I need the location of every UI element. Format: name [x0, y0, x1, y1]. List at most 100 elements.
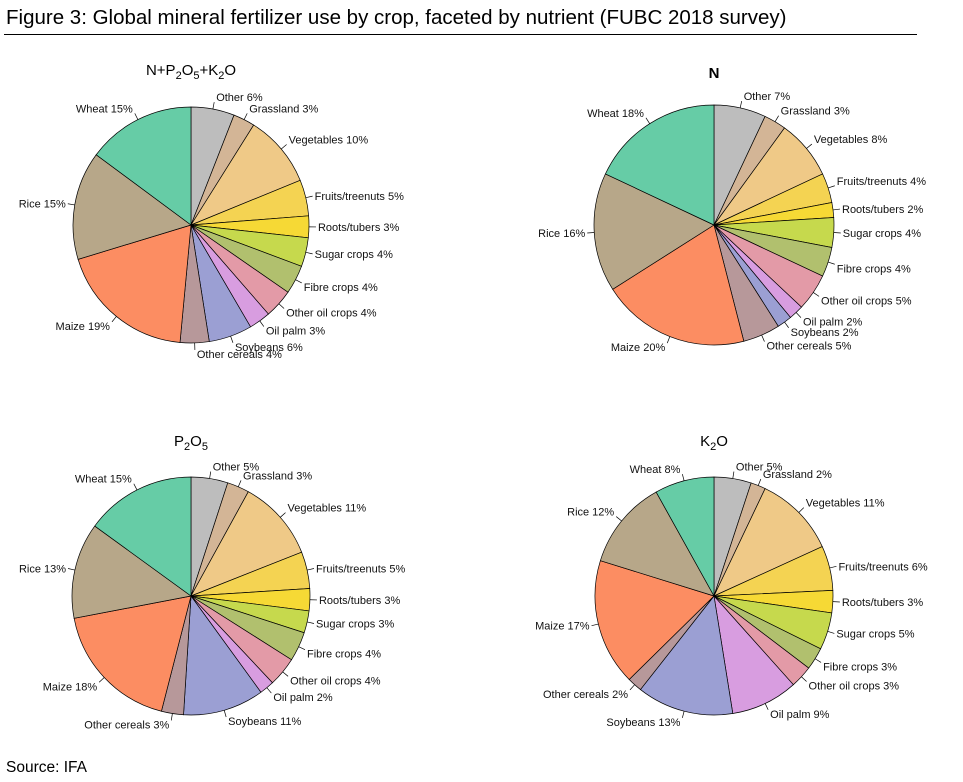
leader-line-maize [111, 316, 117, 323]
slice-label-fruits-treenuts: Fruits/treenuts 5% [315, 191, 404, 203]
pie-slice-wheat [655, 476, 715, 598]
pie-slice-rice [599, 491, 715, 597]
title-underline [4, 34, 917, 35]
slice-label-other: Other 7% [744, 91, 791, 103]
slice-label-roots-tubers: Roots/tubers 3% [319, 595, 401, 607]
slice-label-rice: Rice 12% [567, 507, 614, 519]
slice-label-vegetables: Vegetables 8% [814, 134, 888, 146]
pie-title-part: 2 [218, 70, 224, 82]
leader-line-sugar-crops [307, 621, 315, 624]
leader-line-other [732, 471, 735, 479]
leader-line-wheat [682, 473, 685, 481]
slice-label-sugar-crops: Sugar crops 5% [836, 628, 914, 640]
pie-slice-maize [73, 595, 192, 712]
source-note: Source: IFA [6, 759, 87, 776]
leader-line-grassland [237, 480, 242, 487]
pie-slice-wheat [95, 106, 192, 226]
leader-line-sugar-crops [305, 251, 313, 255]
slice-label-sugar-crops: Sugar crops 4% [843, 228, 921, 240]
slice-label-rice: Rice 16% [538, 228, 585, 240]
slice-label-other-oil-crops: Other oil crops 5% [821, 295, 912, 307]
pie-slice-wheat [604, 104, 715, 226]
pie-title-part: O [190, 433, 202, 450]
pie-chart-4: K2O Other 5%Grassland 2% Vegetables 11% Fru… [535, 433, 928, 729]
leader-line-fruits-treenuts [305, 195, 313, 199]
pie-slice-maize [594, 560, 715, 680]
slice-label-oil-palm: Oil palm 9% [770, 709, 830, 721]
leader-line-grassland [757, 478, 762, 486]
slice-label-wheat: Wheat 15% [75, 474, 132, 486]
leader-line-grassland [774, 115, 779, 122]
slice-label-roots-tubers: Roots/tubers 3% [318, 222, 400, 234]
leader-line-oil-palm [266, 687, 272, 694]
leader-line-wheat [134, 113, 139, 120]
pie-chart-2: N Other 7% Grassland 3% Vegetables 8% Fruits… [538, 65, 926, 354]
slice-label-sugar-crops: Sugar crops 4% [315, 249, 393, 261]
leader-line-grassland [243, 113, 248, 120]
slice-label-other-oil-crops: Other oil crops 3% [809, 680, 900, 692]
slice-label-vegetables: Vegetables 11% [288, 503, 367, 515]
pie-chart-3: P2O5 Other 5%Grassland 3% Vegetables 11% Fr… [19, 433, 405, 731]
leader-line-rice [67, 568, 75, 571]
slice-label-fruits-treenuts: Fruits/treenuts 5% [316, 564, 405, 576]
leader-line-wheat [133, 483, 138, 491]
slice-label-oil-palm: Oil palm 3% [266, 326, 326, 338]
pie-slice-vegetables [713, 488, 823, 597]
pie-title-part: O [182, 62, 194, 79]
leader-line-other-oil-crops [278, 303, 285, 309]
slice-label-soybeans: Soybeans 6% [235, 342, 303, 354]
leader-line-other-oil-crops [801, 676, 807, 682]
leader-line-vegetables [281, 144, 287, 150]
slice-label-grassland: Grassland 3% [249, 103, 318, 115]
leader-line-rice [67, 203, 75, 206]
slice-label-maize: Maize 17% [535, 621, 590, 633]
slice-label-other: Other 6% [216, 92, 263, 104]
leader-line-fruits-treenuts [828, 185, 835, 189]
leader-line-fruits-treenuts [307, 568, 315, 571]
pie-slice-maize [612, 224, 745, 346]
leader-line-wheat [645, 117, 650, 124]
leader-line-other-cereals [629, 684, 635, 691]
slice-label-soybeans: Soybeans 11% [228, 716, 301, 728]
slice-label-wheat: Wheat 8% [630, 464, 681, 476]
slice-label-other-oil-crops: Other oil crops 4% [290, 675, 381, 687]
pie-slice-rice [72, 154, 192, 260]
pie-title-part: 2 [176, 70, 182, 82]
leader-line-vegetables [280, 512, 286, 518]
slice-label-soybeans: Soybeans 2% [791, 327, 859, 339]
leader-line-other [739, 100, 743, 108]
leader-line-maize [591, 623, 599, 627]
pie-title-part: N [709, 65, 720, 82]
slice-label-sugar-crops: Sugar crops 3% [316, 618, 394, 630]
pie-title-part: 5 [193, 70, 199, 82]
pie-title-part: 5 [202, 441, 208, 453]
pie-title-2: N [709, 65, 720, 82]
leader-line-other-oil-crops [813, 292, 820, 297]
leader-line-soybeans [682, 711, 685, 719]
leader-line-fibre-crops [295, 279, 302, 284]
pie-title-part: O [224, 62, 236, 79]
pie-title-part: +K [199, 62, 218, 79]
slice-label-grassland: Grassland 3% [781, 106, 850, 118]
slice-label-oil-palm: Oil palm 2% [803, 317, 863, 329]
leader-line-maize [98, 677, 105, 683]
slice-label-oil-palm: Oil palm 2% [273, 692, 333, 704]
leader-line-roots-tubers [833, 208, 841, 211]
slice-label-other: Other 5% [213, 462, 260, 474]
leader-line-other-cereals [170, 713, 173, 721]
slice-label-other: Other 5% [736, 462, 783, 474]
slice-label-other-oil-crops: Other oil crops 4% [286, 307, 377, 319]
slice-label-grassland: Grassland 3% [243, 470, 312, 482]
leader-line-oil-palm [795, 312, 802, 318]
pie-title-part: 2 [710, 441, 716, 453]
slice-label-wheat: Wheat 15% [76, 103, 133, 115]
leader-line-oil-palm [259, 320, 265, 327]
pie-title-1: N+P2O5+K2O [146, 62, 236, 82]
leader-line-other-oil-crops [282, 671, 289, 677]
pie-slice-rice [71, 525, 192, 619]
leader-line-fruits-treenuts [829, 565, 837, 569]
figure-title: Figure 3: Global mineral fertilizer use … [6, 6, 787, 29]
slice-label-fibre-crops: Fibre crops 3% [823, 661, 897, 673]
